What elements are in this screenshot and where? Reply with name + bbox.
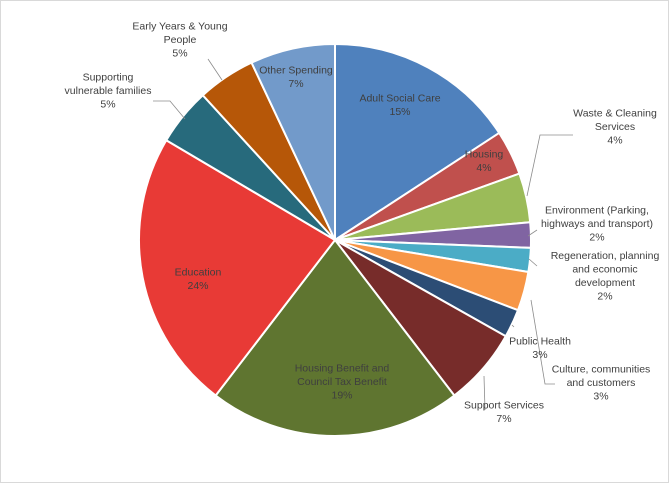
slice-name-line: Other Spending — [259, 64, 333, 76]
leader-line-environment-parking-highways-and-transport — [527, 229, 538, 237]
slice-label-supporting-vulnerable-families: Supporting vulnerable families 5% — [65, 72, 152, 111]
slice-name-line: highways and transport) — [541, 218, 653, 230]
slice-name-line: vulnerable families — [65, 85, 152, 97]
slice-name-line: Culture, communities — [552, 364, 651, 376]
leader-line-public-health — [511, 324, 515, 328]
slice-name-line: Public Health — [509, 335, 571, 347]
slice-name-line: Early Years & Young — [132, 21, 227, 33]
slice-name-line: Education — [175, 266, 222, 278]
pie-slice-education — [138, 138, 337, 397]
leader-line-early-years-young-people — [207, 58, 223, 81]
slice-label-early-years-young-people: Early Years & Young People 5% — [132, 21, 227, 60]
slice-name-line: People — [164, 34, 197, 46]
slice-name-line: Council Tax Benefit — [297, 376, 387, 388]
slice-percent: 4% — [476, 162, 491, 174]
slice-percent: 5% — [100, 99, 115, 111]
slice-percent: 3% — [532, 349, 547, 361]
slice-label-waste-cleaning-services: Waste & Cleaning Services 4% — [573, 108, 657, 147]
slice-label-housing: Housing 4% — [465, 148, 504, 174]
slice-label-culture-communities-and-customers: Culture, communities and customers 3% — [552, 364, 651, 403]
slice-percent: 2% — [597, 290, 612, 302]
slice-percent: 7% — [288, 78, 303, 90]
slice-percent: 4% — [607, 135, 622, 147]
slice-name-line: Support Services — [464, 399, 544, 411]
leader-line-culture-communities-and-customers — [530, 299, 555, 385]
slice-name-line: Housing — [465, 148, 504, 160]
pie-slice-adult-social-care — [334, 42, 501, 242]
slice-percent: 3% — [593, 391, 608, 403]
slice-labels: Adult Social Care 15%Housing 4%Waste & Cle… — [65, 21, 660, 425]
leader-line-waste-cleaning-services — [526, 134, 573, 197]
slice-label-adult-social-care: Adult Social Care 15% — [359, 92, 440, 118]
slice-label-support-services: Support Services 7% — [464, 399, 544, 425]
slice-name-line: Services — [595, 121, 635, 133]
pie-slices — [138, 42, 532, 438]
leader-line-regeneration-planning-and-economic-development — [528, 258, 538, 267]
slice-label-regeneration-planning-and-economic-development: Regeneration, planning and economic develo… — [551, 250, 660, 303]
slice-label-other-spending: Other Spending 7% — [259, 64, 333, 90]
slice-label-public-health: Public Health 3% — [509, 335, 571, 361]
leader-line-supporting-vulnerable-families — [153, 100, 186, 120]
slice-percent: 24% — [187, 280, 208, 292]
slice-name-line: Adult Social Care — [359, 92, 440, 104]
slice-label-education: Education 24% — [175, 266, 222, 292]
slice-name-line: Regeneration, planning — [551, 250, 660, 262]
slice-percent: 2% — [589, 232, 604, 244]
leader-lines — [153, 58, 573, 411]
slice-name-line: Supporting — [83, 72, 134, 84]
slice-label-housing-benefit-and-council-tax-benefit: Housing Benefit and Council Tax Benefit 19… — [295, 363, 390, 402]
slice-name-line: and economic — [572, 263, 637, 275]
slice-label-environment-parking-highways-and-transport: Environment (Parking, highways and transp… — [541, 205, 653, 244]
slice-percent: 15% — [389, 106, 410, 118]
slice-name-line: Housing Benefit and — [295, 363, 390, 375]
slice-percent: 19% — [331, 390, 352, 402]
pie-slice-housing-benefit-and-council-tax-benefit — [214, 238, 456, 438]
slice-name-line: Waste & Cleaning — [573, 108, 657, 120]
slice-name-line: development — [575, 277, 635, 289]
pie-slice-other-spending — [250, 42, 336, 241]
slice-percent: 7% — [496, 413, 511, 425]
slice-percent: 5% — [172, 48, 187, 60]
slice-name-line: Environment (Parking, — [545, 205, 649, 217]
leader-line-support-services — [483, 375, 486, 411]
slice-name-line: and customers — [567, 377, 636, 389]
